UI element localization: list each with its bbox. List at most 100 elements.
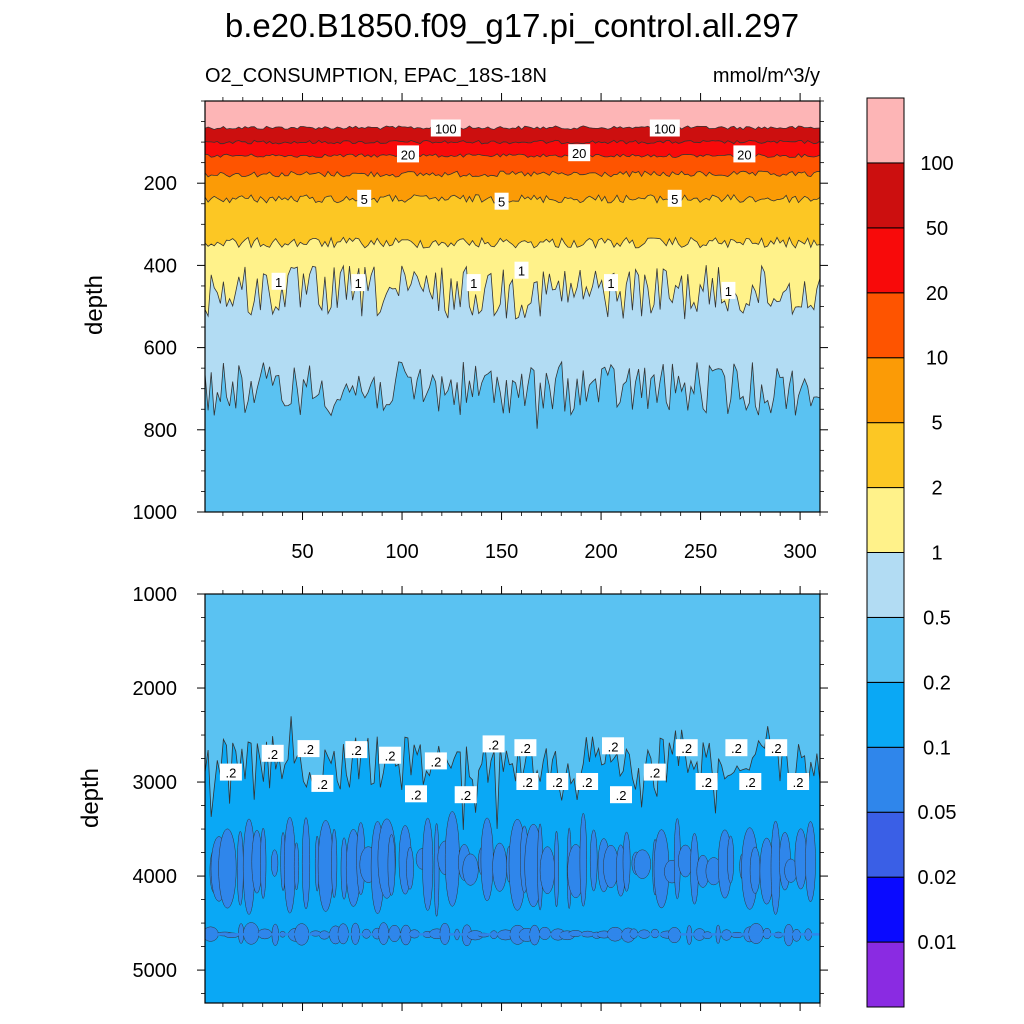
contour-label-text: .2 bbox=[649, 766, 660, 781]
contour-label-text: 20 bbox=[737, 147, 751, 162]
contour-patch bbox=[301, 817, 311, 910]
colorbar: 0.01 0.02 0.05 0.1 0.2 0.5 1 2 5 10 20 50 100 bbox=[866, 97, 957, 1008]
y-tick-label: 600 bbox=[144, 338, 177, 360]
contour-patch bbox=[749, 846, 761, 894]
contour-label: .2 bbox=[516, 773, 539, 790]
contour-patch bbox=[236, 830, 244, 906]
contour-patch bbox=[293, 842, 300, 891]
contour-patch bbox=[539, 846, 555, 894]
contour-label-text: .2 bbox=[351, 743, 362, 758]
colorbar-label: 0.02 bbox=[918, 867, 957, 889]
contour-label-text: .2 bbox=[385, 749, 396, 764]
contour-label: .2 bbox=[610, 786, 632, 804]
contour-label: 1 bbox=[721, 281, 736, 299]
contour-label: 5 bbox=[494, 192, 509, 210]
contour-patch bbox=[622, 831, 631, 892]
contour-label-text: .2 bbox=[616, 788, 627, 803]
colorbar-label: 1 bbox=[931, 543, 942, 565]
contour-label: 5 bbox=[667, 189, 682, 207]
x-tick-label: 200 bbox=[584, 541, 617, 563]
contour-label: .2 bbox=[482, 735, 505, 753]
y-tick-label: 400 bbox=[144, 255, 177, 277]
contour-patch bbox=[770, 820, 781, 915]
contour-label-text: 100 bbox=[435, 122, 457, 137]
contour-patch bbox=[805, 821, 816, 902]
contour-label-text: 1 bbox=[518, 264, 525, 279]
colorbar-swatch bbox=[866, 97, 905, 164]
lower-y-axis-title: depth bbox=[77, 768, 104, 828]
contour-label: .2 bbox=[454, 786, 477, 804]
contour-band-0.2-0.5 bbox=[205, 360, 820, 512]
contour-patch bbox=[218, 828, 237, 909]
contour-label-text: .2 bbox=[745, 775, 756, 790]
contour-label: 1 bbox=[271, 272, 286, 290]
colorbar-swatch bbox=[866, 552, 905, 618]
colorbar-label: 10 bbox=[926, 348, 948, 370]
contour-patch bbox=[492, 842, 508, 892]
y-tick-label: 1000 bbox=[133, 502, 178, 524]
contour-label: .2 bbox=[546, 773, 569, 790]
units-label: mmol/m^3/y bbox=[713, 65, 820, 87]
contour-label: 5 bbox=[357, 189, 372, 207]
colorbar-swatch bbox=[866, 746, 905, 813]
colorbar-label: 0.05 bbox=[918, 802, 957, 824]
contour-label-text: .2 bbox=[411, 787, 422, 802]
colorbar-swatch bbox=[866, 681, 905, 748]
contour-label-text: 1 bbox=[355, 276, 362, 291]
lower-depth-panel: .2 .2 .2 .2 .2 .2 .2 .2 .2 .2 .2 .2 .2 .2 .2 .2 .2 .2 .2 .2… bbox=[133, 584, 828, 1011]
contour-label: .2 bbox=[787, 773, 810, 790]
upper-depth-panel: 100 100 20 20 20 5 5 5 1 1 1 1 1 1 200 400 600 800 1000 50 1… bbox=[133, 93, 828, 563]
chart-title: b.e20.B1850.f09_g17.pi_control.all.297 bbox=[225, 7, 799, 44]
colorbar-swatch bbox=[866, 876, 905, 943]
colorbar-swatch bbox=[866, 227, 905, 294]
contour-patch bbox=[633, 849, 651, 879]
contour-label: .2 bbox=[219, 763, 242, 781]
y-tick-label: 800 bbox=[144, 420, 177, 442]
colorbar-label: 20 bbox=[926, 283, 948, 305]
colorbar-label: 2 bbox=[931, 478, 942, 500]
colorbar-label: 5 bbox=[931, 413, 942, 435]
contour-label: 1 bbox=[514, 261, 529, 279]
contour-label-text: .2 bbox=[793, 775, 804, 790]
contour-label-text: .2 bbox=[701, 775, 712, 790]
contour-label: 100 bbox=[430, 119, 461, 137]
contour-label: .2 bbox=[405, 785, 427, 803]
contour-label-text: .2 bbox=[681, 741, 692, 756]
contour-label-text: 5 bbox=[671, 192, 678, 207]
contour-label-text: .2 bbox=[522, 775, 533, 790]
contour-label: .2 bbox=[739, 773, 762, 790]
colorbar-swatch bbox=[866, 487, 905, 554]
contour-label: .2 bbox=[514, 739, 537, 757]
contour-label: 100 bbox=[649, 119, 680, 137]
contour-patch bbox=[589, 829, 598, 892]
contour-patch bbox=[260, 827, 267, 899]
colorbar-label: 50 bbox=[926, 218, 948, 240]
variable-subtitle: O2_CONSUMPTION, EPAC_18S-18N bbox=[205, 65, 547, 87]
contour-label: .2 bbox=[345, 741, 368, 759]
contour-label-text: .2 bbox=[460, 788, 471, 803]
upper-y-axis-title: depth bbox=[81, 275, 108, 335]
contour-patch bbox=[422, 817, 434, 911]
colorbar-swatch bbox=[866, 616, 905, 683]
contour-patch bbox=[579, 813, 587, 907]
contour-label: .2 bbox=[725, 739, 748, 757]
contour-label: 20 bbox=[397, 145, 419, 163]
contour-label: .2 bbox=[695, 773, 718, 790]
contour-label-text: .2 bbox=[430, 754, 441, 769]
contour-label-text: 100 bbox=[654, 122, 676, 137]
colorbar-label: 0.01 bbox=[918, 932, 957, 954]
y-tick-label: 200 bbox=[144, 173, 177, 195]
contour-patch bbox=[480, 817, 494, 902]
contour-patch bbox=[283, 817, 296, 914]
contour-label: .2 bbox=[602, 737, 624, 755]
contour-patch bbox=[331, 828, 338, 899]
colorbar-label: 100 bbox=[920, 153, 953, 175]
contour-patch bbox=[433, 823, 440, 917]
y-tick-label: 2000 bbox=[133, 678, 178, 700]
colorbar-label: 0.5 bbox=[923, 607, 951, 629]
contour-patch bbox=[727, 835, 735, 884]
contour-label-text: 1 bbox=[275, 275, 282, 290]
contour-label-text: 1 bbox=[725, 284, 732, 299]
contour-label-text: 1 bbox=[607, 276, 614, 291]
